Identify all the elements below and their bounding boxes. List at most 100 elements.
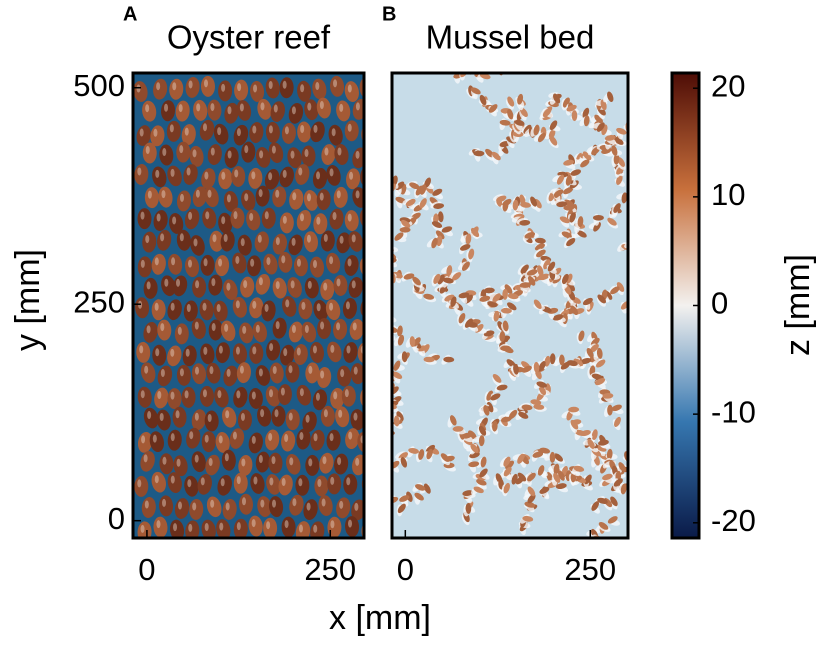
mussel [394, 232, 404, 241]
mussel [537, 465, 545, 476]
highlight [268, 80, 273, 89]
mussel [544, 355, 551, 367]
oyster [272, 317, 287, 339]
oyster [264, 168, 280, 190]
highlight [282, 80, 287, 89]
mussel [576, 230, 587, 238]
mussel [598, 439, 609, 446]
oyster [268, 496, 284, 518]
oyster [133, 81, 148, 102]
mussel [659, 242, 671, 251]
highlight [145, 235, 150, 244]
mussel [490, 393, 501, 401]
oyster [150, 125, 165, 147]
oyster [248, 387, 263, 409]
mussel [556, 174, 565, 185]
highlight [368, 104, 372, 112]
oyster [137, 431, 153, 453]
oyster [152, 344, 167, 366]
mussel [548, 129, 556, 140]
highlight [271, 456, 276, 465]
mussel [644, 250, 655, 256]
highlight [160, 368, 165, 377]
highlight [266, 257, 271, 266]
oyster [156, 409, 171, 431]
oyster [236, 362, 251, 384]
highlight [224, 323, 229, 332]
mussel [570, 419, 579, 430]
mussel [602, 473, 613, 481]
mussel [442, 277, 454, 284]
mussel-shadow [503, 59, 516, 68]
mussel [507, 108, 514, 120]
highlight [188, 211, 193, 220]
oyster [136, 341, 151, 363]
highlight [259, 150, 264, 159]
oyster [321, 144, 336, 165]
oyster [182, 345, 197, 367]
oyster [248, 515, 263, 537]
mussel-shadow [593, 539, 601, 552]
highlight [251, 171, 256, 180]
highlight [154, 257, 159, 266]
oyster [151, 471, 167, 493]
highlight [355, 102, 360, 111]
mussel [562, 97, 570, 108]
mussel [580, 159, 590, 168]
oyster [168, 253, 183, 275]
mussel-shadow [643, 250, 655, 263]
oyster [173, 455, 188, 477]
oyster [342, 297, 357, 319]
highlight [319, 192, 324, 201]
oyster [287, 147, 302, 169]
oyster [249, 342, 264, 364]
highlight [220, 478, 225, 487]
mussel-shadow [648, 180, 661, 187]
oyster [176, 364, 191, 386]
oyster [266, 339, 281, 361]
mussel [399, 226, 411, 233]
mussel [492, 293, 501, 303]
highlight [281, 478, 286, 487]
oyster [365, 275, 380, 297]
mussel-shadow [382, 178, 390, 191]
highlight [317, 478, 322, 487]
highlight [251, 435, 256, 444]
mussel [392, 371, 403, 379]
highlight [225, 502, 230, 511]
oyster [261, 300, 276, 322]
colorbar-label: z [mm] [779, 254, 817, 356]
mussel [653, 178, 665, 187]
highlight [202, 302, 207, 311]
mussel [610, 496, 618, 507]
colorbar-tick-label: 10 [711, 177, 745, 212]
mussel [470, 87, 481, 95]
mussel [570, 169, 582, 176]
highlight [208, 458, 213, 467]
mussel [591, 429, 598, 441]
highlight [218, 435, 223, 444]
oyster [296, 428, 311, 450]
mussel [437, 274, 445, 285]
mussel [584, 474, 592, 485]
highlight [336, 278, 341, 287]
oyster [207, 99, 222, 121]
mussel [409, 336, 416, 348]
mussel [534, 243, 545, 251]
mussel [479, 73, 491, 80]
highlight [153, 128, 158, 137]
highlight [203, 79, 208, 88]
highlight [260, 499, 265, 508]
oyster [229, 428, 245, 449]
oyster [297, 121, 312, 143]
highlight [266, 521, 271, 530]
oyster [156, 229, 172, 251]
mussel-shadow [644, 308, 656, 314]
oyster [183, 300, 198, 322]
mussel [524, 232, 536, 239]
oyster [350, 409, 364, 431]
mussel [542, 108, 552, 118]
mussel [452, 426, 464, 432]
highlight [146, 281, 151, 290]
oyster [161, 100, 176, 122]
